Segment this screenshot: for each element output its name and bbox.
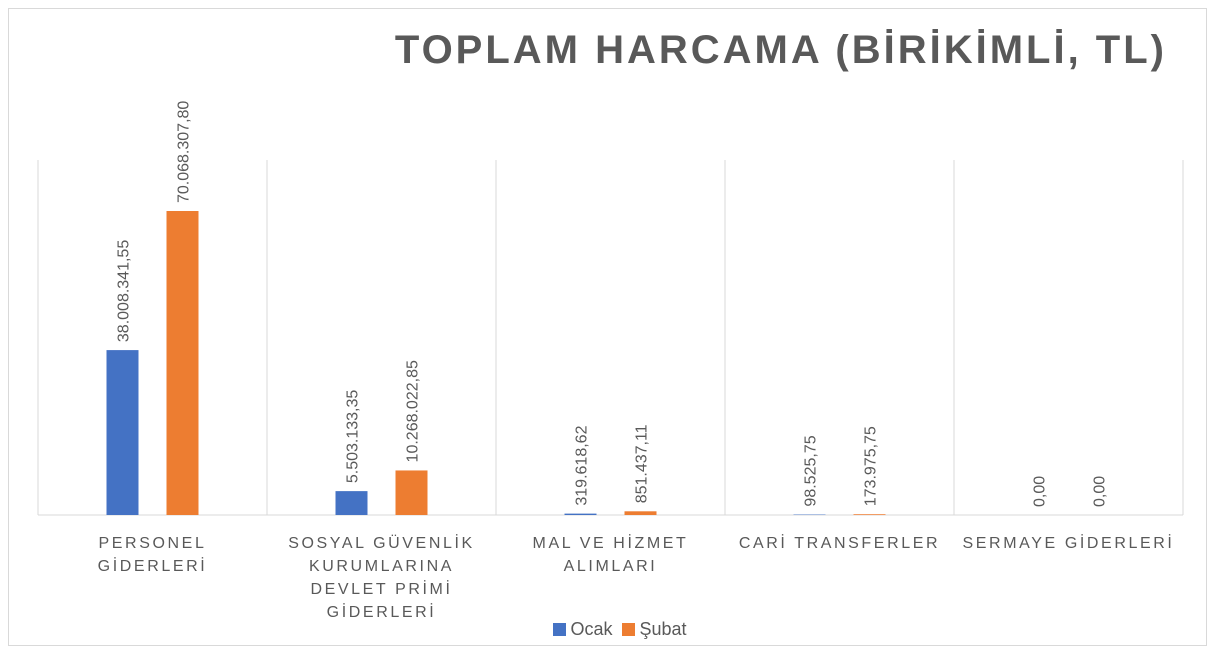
x-tick-label: SOSYAL GÜVENLİK KURUMLARINA DEVLET PRİMİ…: [288, 535, 475, 621]
x-tick-label: CARİ TRANSFERLER: [738, 535, 941, 552]
legend-item: Şubat: [622, 619, 687, 640]
legend-swatch: [553, 623, 567, 636]
legend-swatch: [622, 623, 636, 636]
data-label: 70.068.307,80: [176, 101, 193, 203]
data-label: 319.618,62: [574, 425, 591, 505]
data-label: 5.503.133,35: [345, 390, 362, 484]
bar: [395, 470, 428, 515]
data-label: 0,00: [1032, 476, 1049, 507]
data-label: 10.268.022,85: [405, 360, 422, 462]
legend: Ocak Şubat: [0, 619, 1215, 640]
data-label: 0,00: [1092, 476, 1109, 507]
data-label: 851.437,11: [634, 424, 651, 503]
chart-title: TOPLAM HARCAMA (BİRİKİMLİ, TL): [394, 28, 1167, 72]
legend-label: Ocak: [570, 619, 613, 639]
chart-border: [8, 8, 1207, 646]
x-tick-label: MAL VE HİZMET ALIMLARI: [532, 535, 689, 575]
legend-item: Ocak: [553, 619, 612, 640]
bar: [106, 350, 139, 515]
x-tick-label: SERMAYE GİDERLERİ: [962, 535, 1175, 552]
data-label: 173.975,75: [863, 426, 880, 506]
bar: [335, 491, 368, 515]
legend-label: Şubat: [639, 619, 687, 639]
bar: [166, 211, 199, 515]
bar: [624, 511, 657, 515]
bar: [853, 514, 886, 515]
x-tick-label: PERSONEL GİDERLERİ: [97, 535, 208, 575]
data-label: 38.008.341,55: [116, 240, 133, 342]
bar: [564, 513, 597, 515]
data-label: 98.525,75: [803, 435, 820, 506]
